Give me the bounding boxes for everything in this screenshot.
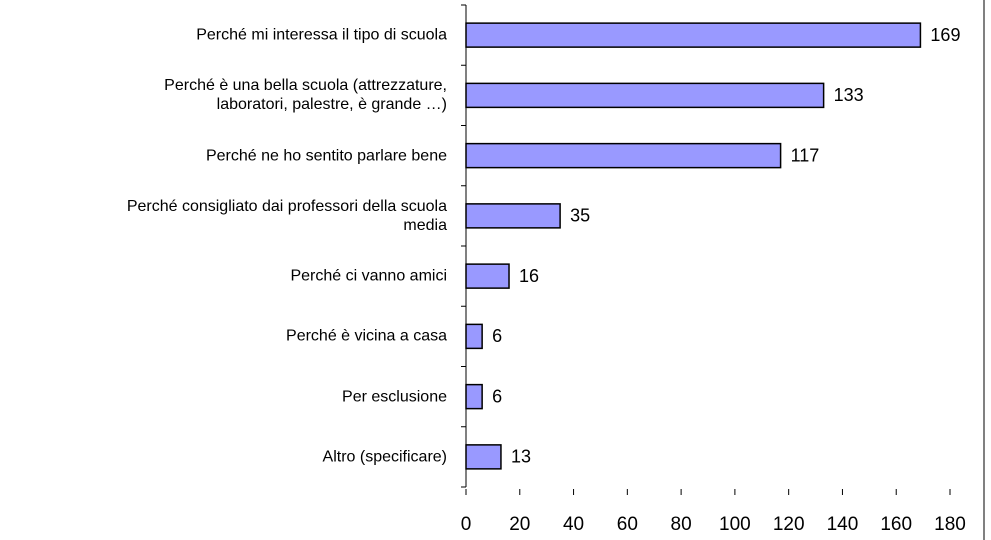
category-label: Perché è una bella scuola (attrezzature,… (164, 77, 447, 114)
bar (465, 444, 502, 470)
category-label: Perché consigliato dai professori della … (126, 197, 447, 234)
bar (465, 22, 922, 48)
bar (465, 82, 825, 109)
x-tick-label: 60 (617, 514, 638, 535)
value-label: 35 (570, 206, 590, 226)
x-tick-label: 0 (461, 514, 472, 535)
bar (465, 263, 510, 289)
x-tick-label: 80 (671, 514, 692, 535)
category-label: Per esclusione (342, 388, 447, 406)
x-tick-label: 140 (827, 514, 859, 535)
bar (465, 142, 782, 169)
x-tick-label: 20 (509, 514, 530, 535)
x-tick-label: 120 (773, 514, 805, 535)
category-label: Perché è vicina a casa (286, 327, 447, 345)
category-label: Perché ne ho sentito parlare bene (205, 147, 447, 165)
x-tick-label: 160 (880, 514, 912, 535)
x-tick-label: 100 (719, 514, 751, 535)
value-label: 169 (930, 25, 960, 45)
value-label: 13 (511, 447, 531, 467)
value-label: 117 (791, 145, 820, 165)
x-tick-label: 180 (934, 514, 966, 535)
category-label: Altro (specificare) (322, 448, 447, 466)
category-label: Perché ci vanno amici (290, 267, 447, 285)
value-label: 6 (492, 386, 502, 406)
value-label: 133 (834, 85, 864, 105)
x-tick-label: 40 (563, 514, 584, 535)
category-label: Perché mi interessa il tipo di scuola (196, 26, 447, 44)
bar (465, 203, 561, 229)
value-label: 16 (519, 266, 539, 286)
bar (465, 383, 483, 410)
value-label: 6 (492, 326, 502, 346)
bar (465, 323, 483, 350)
